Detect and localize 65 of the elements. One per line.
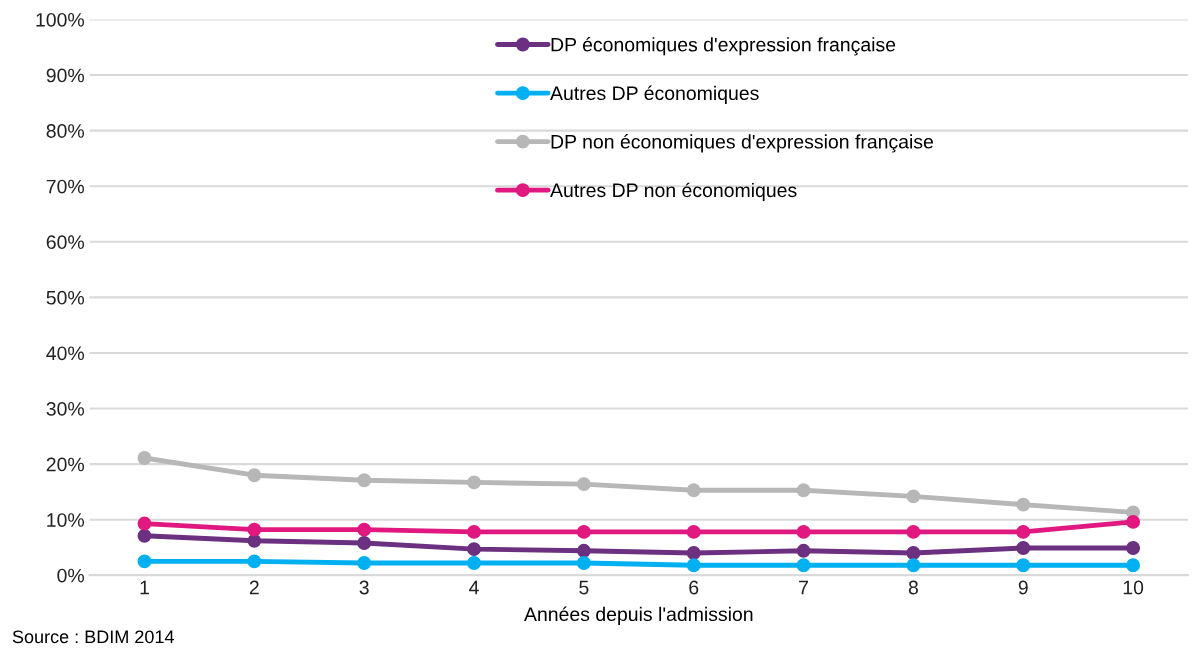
- x-tick-label: 1: [140, 580, 149, 595]
- point: [137, 528, 152, 543]
- point: [1016, 558, 1031, 573]
- point: [1126, 514, 1141, 529]
- point: [686, 524, 701, 539]
- point: [357, 536, 372, 550]
- y-tick-label: 0%: [57, 568, 84, 583]
- point: [467, 556, 481, 570]
- point: [686, 483, 701, 498]
- point: [1016, 497, 1031, 512]
- x-tick-label: 9: [1018, 580, 1028, 595]
- point: [796, 558, 811, 573]
- point: [906, 558, 921, 573]
- y-tick-label: 30%: [46, 401, 84, 416]
- legend-label: Autres DP économiques: [550, 85, 759, 104]
- point: [906, 524, 921, 539]
- point: [247, 554, 262, 569]
- x-tick-label: 5: [579, 580, 589, 595]
- point: [357, 556, 372, 570]
- point: [137, 516, 152, 531]
- point: [906, 489, 921, 504]
- point: [467, 475, 481, 490]
- point: [137, 451, 152, 465]
- source-note: Source : BDIM 2014: [12, 630, 174, 644]
- point: [576, 543, 591, 558]
- y-tick-label: 20%: [46, 457, 84, 472]
- x-tick-label: 4: [469, 580, 479, 595]
- point: [686, 546, 701, 560]
- point: [1016, 524, 1031, 539]
- point: [796, 543, 811, 558]
- point: [467, 542, 481, 557]
- legend-label: Autres DP non économiques: [550, 182, 797, 201]
- point: [576, 477, 591, 492]
- y-tick-label: 10%: [47, 513, 84, 527]
- y-tick-label: 60%: [46, 235, 84, 250]
- x-tick-label: 3: [359, 580, 369, 595]
- x-tick-label: 6: [689, 580, 699, 595]
- point: [137, 554, 152, 569]
- y-tick-label: 70%: [46, 179, 84, 194]
- point: [247, 522, 262, 537]
- legend-label: DP non économiques d'expression française: [551, 134, 933, 153]
- x-axis-title: Années depuis l'admission: [524, 606, 753, 625]
- point: [796, 524, 811, 539]
- y-tick-label: 40%: [46, 346, 84, 361]
- point: [686, 558, 701, 573]
- point: [1126, 541, 1141, 555]
- point: [467, 524, 481, 539]
- point: [796, 483, 811, 498]
- legend-label: DP économiques d'expression française: [551, 37, 896, 56]
- y-tick-label: 50%: [46, 290, 84, 305]
- x-tick-label: 7: [799, 580, 808, 595]
- x-tick-label: 2: [249, 580, 259, 595]
- y-tick-label: 90%: [46, 68, 84, 83]
- y-tick-label: 100%: [36, 12, 84, 27]
- point: [357, 522, 372, 537]
- point: [357, 473, 372, 488]
- x-tick-label: 8: [908, 580, 918, 595]
- point: [906, 546, 921, 560]
- point: [1126, 558, 1141, 573]
- point: [247, 468, 262, 483]
- point: [1016, 541, 1031, 555]
- x-tick-label: 10: [1123, 580, 1144, 595]
- point: [576, 556, 591, 570]
- y-tick-label: 80%: [46, 124, 84, 138]
- point: [576, 524, 591, 539]
